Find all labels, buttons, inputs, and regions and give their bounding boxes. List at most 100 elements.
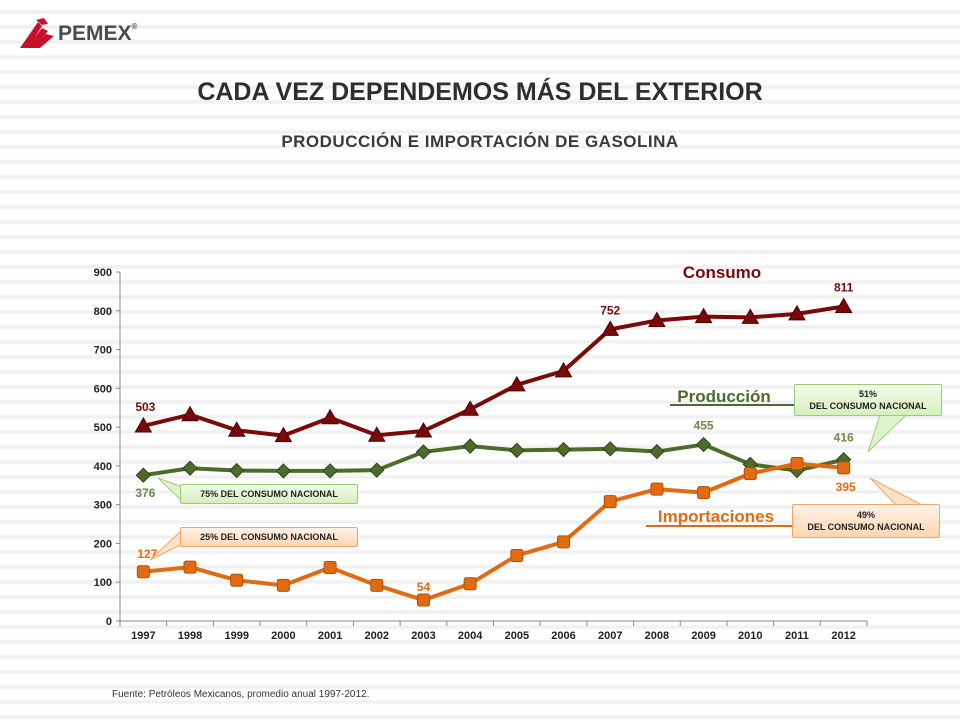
marker-importaciones [510, 548, 524, 562]
x-tick-label: 2011 [785, 630, 809, 642]
page-subtitle: PRODUCCIÓN E IMPORTACIÓN DE GASOLINA [281, 132, 679, 151]
marker-consumo [461, 400, 480, 416]
y-tick-label: 900 [94, 267, 112, 279]
y-tick-label: 400 [94, 461, 112, 473]
marker-consumo [648, 311, 666, 327]
marker-consumo [507, 375, 526, 392]
y-tick-label: 600 [94, 383, 112, 395]
y-tick-label: 0 [106, 616, 112, 628]
marker-importaciones [463, 577, 477, 591]
marker-produccion [135, 467, 152, 483]
series-label-consumo: Consumo [683, 263, 761, 282]
marker-consumo [834, 297, 853, 314]
marker-importaciones [603, 495, 617, 509]
marker-produccion [415, 444, 432, 460]
x-tick-label: 2009 [691, 630, 715, 642]
data-label-produccion: 416 [834, 431, 854, 445]
marker-produccion [229, 462, 245, 479]
x-tick-label: 2012 [831, 630, 855, 642]
marker-produccion [322, 463, 338, 479]
marker-produccion [275, 463, 292, 479]
y-tick-label: 800 [94, 306, 112, 318]
data-label-consumo: 811 [834, 281, 854, 295]
marker-produccion [649, 443, 665, 460]
marker-consumo [134, 416, 153, 433]
y-tick-label: 700 [94, 345, 112, 357]
marker-produccion [509, 442, 525, 459]
x-tick-label: 1997 [131, 630, 155, 642]
marker-consumo [274, 426, 293, 443]
callout-pointer-importaciones-1997 [149, 528, 183, 561]
x-tick-label: 2003 [411, 630, 435, 642]
marker-produccion [369, 462, 385, 478]
callout-importaciones-1997: 25% DEL CONSUMO NACIONAL [180, 527, 358, 547]
y-tick-label: 500 [94, 422, 112, 434]
callout-produccion-2012-text: DEL CONSUMO NACIONAL [809, 401, 927, 411]
x-tick-label: 2010 [738, 630, 762, 642]
pemex-logo: PEMEX® [18, 16, 148, 58]
data-label-importaciones: 127 [137, 547, 157, 561]
data-label-consumo: 503 [135, 400, 155, 414]
data-label-produccion: 376 [135, 486, 155, 500]
pemex-wordmark: PEMEX® [58, 22, 138, 45]
data-label-importaciones: 395 [836, 480, 856, 494]
callout-pointer-produccion-2012 [867, 414, 908, 453]
marker-importaciones [276, 578, 290, 592]
x-tick-label: 2005 [505, 630, 529, 642]
x-tick-label: 2006 [551, 630, 575, 642]
callout-importaciones-2012-text: DEL CONSUMO NACIONAL [807, 522, 925, 532]
marker-consumo [554, 361, 573, 378]
source-footnote: Fuente: Petróleos Mexicanos, promedio an… [112, 689, 370, 700]
marker-produccion [695, 436, 712, 453]
callout-produccion-1997: 75% DEL CONSUMO NACIONAL [180, 484, 358, 504]
marker-importaciones [837, 461, 851, 475]
callout-pointer-produccion-1997 [157, 477, 183, 503]
page-title: CADA VEZ DEPENDEMOS MÁS DEL EXTERIOR [197, 78, 763, 106]
marker-importaciones [697, 486, 711, 500]
series-line-consumo [142, 304, 844, 438]
marker-consumo [181, 405, 199, 422]
x-tick-label: 2007 [598, 630, 622, 642]
marker-importaciones [230, 573, 244, 587]
callout-produccion-2012: 51% DEL CONSUMO NACIONAL [794, 384, 942, 416]
series-line-importaciones [143, 461, 844, 603]
marker-importaciones [650, 482, 664, 496]
marker-importaciones [370, 578, 384, 592]
marker-consumo [741, 308, 760, 324]
data-label-consumo: 752 [600, 303, 620, 317]
x-tick-label: 2008 [645, 630, 669, 642]
callout-produccion-2012-pct: 51% [858, 389, 877, 399]
series-label-produccion: Producción [677, 387, 771, 406]
y-tick-label: 100 [94, 577, 112, 589]
y-tick-label: 300 [94, 500, 112, 512]
x-tick-label: 2000 [271, 630, 295, 642]
marker-produccion [602, 441, 618, 457]
marker-consumo [601, 320, 620, 336]
marker-importaciones [136, 565, 150, 579]
series-line-produccion [143, 442, 845, 478]
marker-importaciones [557, 535, 571, 549]
marker-consumo [367, 426, 386, 442]
callout-importaciones-2012-pct: 49% [856, 510, 875, 520]
marker-importaciones [323, 560, 337, 574]
x-tick-label: 2002 [365, 630, 389, 642]
marker-produccion [182, 460, 198, 476]
marker-produccion [555, 441, 572, 458]
marker-importaciones [743, 467, 757, 481]
marker-consumo [694, 307, 713, 324]
marker-produccion [462, 438, 478, 454]
x-tick-label: 2004 [458, 630, 483, 642]
y-tick-label: 200 [94, 538, 112, 550]
marker-importaciones [183, 560, 197, 574]
data-label-importaciones: 54 [417, 580, 431, 594]
callout-importaciones-2012: 49% DEL CONSUMO NACIONAL [792, 504, 940, 538]
marker-consumo [414, 421, 433, 438]
series-label-importaciones: Importaciones [658, 507, 774, 526]
x-tick-label: 1998 [178, 630, 202, 642]
x-tick-label: 2001 [318, 630, 342, 642]
marker-importaciones [790, 457, 804, 471]
pemex-eagle-icon [20, 18, 54, 48]
callout-pointer-importaciones-2012 [869, 477, 923, 506]
marker-importaciones [416, 593, 430, 607]
